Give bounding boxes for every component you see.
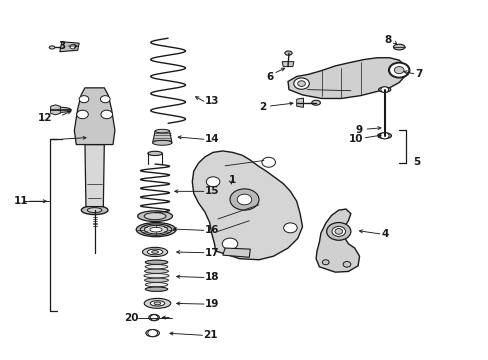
Text: 15: 15 (204, 186, 219, 196)
Ellipse shape (81, 206, 108, 215)
Polygon shape (315, 209, 359, 272)
Circle shape (389, 63, 408, 77)
Text: 5: 5 (412, 157, 419, 167)
Text: 13: 13 (204, 96, 219, 106)
Text: 10: 10 (348, 134, 363, 144)
Ellipse shape (311, 100, 320, 105)
Text: 16: 16 (204, 225, 219, 235)
Text: 7: 7 (415, 69, 422, 79)
Ellipse shape (145, 329, 159, 337)
Circle shape (380, 132, 388, 139)
Ellipse shape (140, 224, 171, 235)
Text: 1: 1 (228, 175, 236, 185)
Circle shape (100, 96, 110, 103)
Circle shape (206, 177, 220, 187)
Circle shape (262, 157, 275, 167)
Ellipse shape (136, 222, 176, 237)
Ellipse shape (144, 298, 170, 308)
Ellipse shape (145, 265, 167, 269)
Polygon shape (192, 151, 302, 260)
Text: 20: 20 (123, 312, 138, 323)
Ellipse shape (148, 314, 159, 321)
Polygon shape (51, 105, 60, 115)
Circle shape (79, 96, 89, 103)
Ellipse shape (87, 208, 102, 213)
Circle shape (331, 226, 345, 237)
Ellipse shape (152, 140, 172, 145)
Circle shape (147, 329, 157, 337)
Polygon shape (282, 62, 293, 67)
Ellipse shape (145, 260, 167, 264)
Text: 8: 8 (384, 35, 391, 45)
Text: 18: 18 (204, 273, 219, 283)
Ellipse shape (138, 211, 172, 221)
Ellipse shape (378, 87, 390, 92)
Text: 17: 17 (204, 248, 219, 258)
Polygon shape (74, 88, 115, 145)
Ellipse shape (144, 225, 167, 234)
Ellipse shape (142, 247, 167, 257)
Ellipse shape (144, 269, 168, 273)
Ellipse shape (144, 213, 165, 220)
Circle shape (322, 260, 328, 265)
Ellipse shape (154, 302, 161, 305)
Ellipse shape (150, 227, 162, 232)
Ellipse shape (393, 44, 404, 50)
Text: 2: 2 (259, 102, 265, 112)
Polygon shape (287, 58, 406, 99)
Circle shape (101, 110, 112, 119)
Ellipse shape (155, 129, 169, 133)
Text: 3: 3 (58, 41, 65, 51)
Circle shape (150, 315, 158, 320)
Text: 21: 21 (203, 330, 218, 340)
Text: 6: 6 (265, 72, 273, 82)
Ellipse shape (51, 107, 71, 112)
Ellipse shape (285, 51, 291, 55)
Ellipse shape (147, 151, 162, 156)
Circle shape (77, 110, 88, 119)
Circle shape (326, 222, 350, 240)
Text: 4: 4 (381, 229, 388, 239)
Ellipse shape (145, 287, 167, 291)
Circle shape (229, 189, 259, 210)
Ellipse shape (150, 301, 164, 306)
Ellipse shape (147, 249, 163, 255)
Ellipse shape (144, 278, 168, 282)
Polygon shape (60, 42, 79, 52)
Text: 12: 12 (38, 113, 52, 123)
Polygon shape (85, 145, 104, 207)
Text: 14: 14 (204, 134, 219, 144)
Polygon shape (152, 131, 172, 143)
Circle shape (343, 261, 350, 267)
Ellipse shape (377, 133, 391, 139)
Circle shape (297, 81, 305, 86)
Polygon shape (296, 98, 303, 107)
Text: 9: 9 (355, 125, 362, 135)
Ellipse shape (145, 287, 167, 291)
Ellipse shape (49, 46, 55, 49)
Circle shape (283, 223, 297, 233)
Circle shape (334, 229, 342, 234)
Circle shape (237, 194, 251, 205)
Circle shape (380, 87, 388, 93)
Circle shape (70, 45, 76, 49)
Circle shape (222, 238, 237, 249)
Circle shape (393, 67, 403, 74)
Ellipse shape (145, 260, 167, 264)
Circle shape (293, 78, 308, 89)
Text: 19: 19 (204, 299, 219, 309)
Ellipse shape (145, 283, 167, 287)
Text: 11: 11 (13, 196, 28, 206)
Polygon shape (223, 248, 250, 257)
Ellipse shape (151, 251, 158, 253)
Ellipse shape (143, 274, 169, 278)
